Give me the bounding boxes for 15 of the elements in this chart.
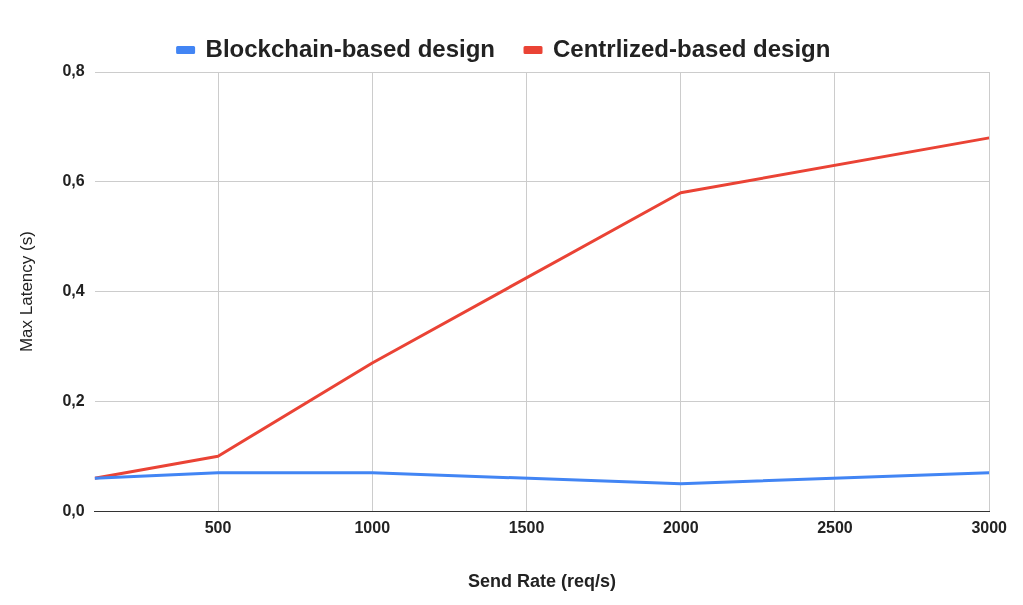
x-tick-label: 1000 [354,519,391,537]
y-tick-label: 0,6 [62,172,85,190]
y-tick-label: 0,0 [62,501,85,519]
y-tick-label: 0,4 [62,282,85,300]
x-tick-label: 3000 [971,519,1008,537]
x-tick-label: 2000 [662,519,699,537]
x-tick-label: 2500 [817,519,853,537]
x-tick-label: 500 [204,519,232,537]
y-tick-label: 0,8 [62,62,85,80]
legend-label: Centrlized-based design [553,34,831,62]
x-axis-title: Send Rate (req/s) [467,571,616,592]
y-tick-label: 0,2 [62,391,85,409]
x-tick-label: 1500 [508,519,545,537]
legend-label: Blockchain-based design [205,34,496,62]
y-axis-title: Max Latency (s) [16,231,36,353]
